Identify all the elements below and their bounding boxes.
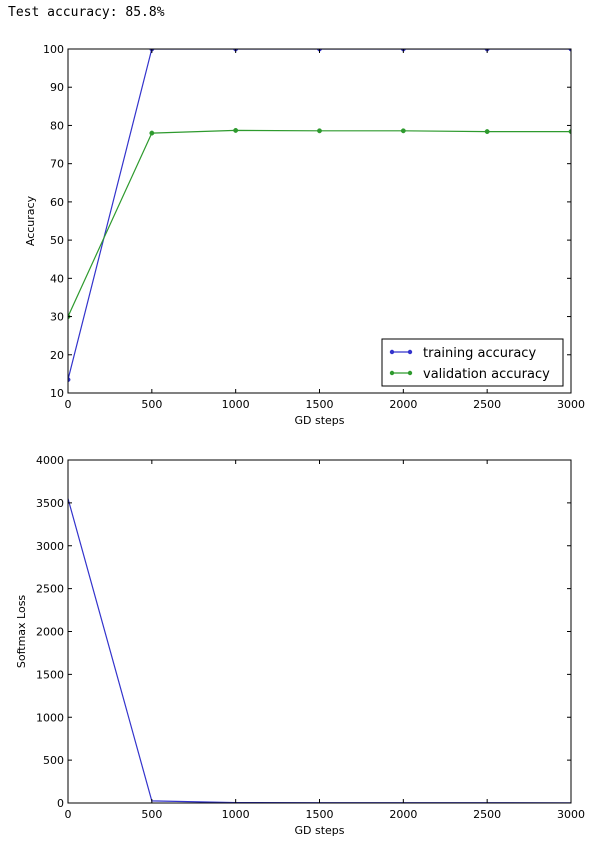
x-tick-label: 1500 [306,398,334,411]
x-tick-label: 3000 [557,398,585,411]
y-tick-label: 3000 [36,540,64,553]
test-accuracy-output: Test accuracy: 85.8% [8,5,165,20]
legend-entry-label: training accuracy [423,346,536,361]
x-tick-label: 1000 [222,398,250,411]
legend-swatch-marker [389,349,395,355]
loss-chart: 0 500 1000 1500 2000 2500 3000 0 500 1000 1500 2000… [15,454,585,837]
series-line-0 [68,49,571,380]
y-tick-label: 70 [50,158,64,171]
y-tick-label: 20 [50,349,64,362]
y-tick-label: 1500 [36,668,64,681]
y-tick-label: 40 [50,272,64,285]
data-point-1-3 [317,128,322,134]
x-tick-label: 2500 [473,398,501,411]
y-tick-label: 0 [57,797,64,810]
accuracy-chart: 0 500 1000 1500 2000 2500 3000 10 20 30 40 50 60 70 80… [24,43,585,427]
y-axis-label: Softmax Loss [15,595,28,669]
y-tick-label: 2000 [36,626,64,639]
y-tick-label: 4000 [36,454,64,467]
y-tick-label: 10 [50,387,64,400]
legend-swatch-marker [389,370,395,376]
y-axis-label: Accuracy [24,195,37,246]
legend-swatch-marker [407,370,413,376]
x-axis-label: GD steps [294,824,344,837]
x-tick-label: 0 [65,808,72,821]
x-axis-label: GD steps [294,414,344,427]
y-tick-label: 3500 [36,497,64,510]
x-tick-label: 500 [141,808,162,821]
y-tick-label: 500 [43,754,64,767]
x-tick-label: 0 [65,398,72,411]
y-tick-label: 1000 [36,711,64,724]
x-tick-label: 3000 [557,808,585,821]
data-point-1-5 [484,129,490,135]
y-tick-label: 80 [50,119,64,132]
data-point-1-1 [149,130,155,136]
plot-frame [67,459,572,804]
y-tick-label: 90 [50,81,64,94]
data-point-1-2 [233,127,239,133]
x-tick-label: 2000 [389,398,417,411]
x-tick-label: 2500 [473,808,501,821]
y-tick-label: 100 [43,43,64,56]
series-line-1 [68,129,571,317]
series-line-0 [68,498,571,803]
y-tick-label: 2500 [36,583,64,596]
legend-box [381,338,564,387]
legend-swatch-marker [407,349,413,355]
y-tick-label: 60 [50,196,64,209]
chart-legend: training accuracy validation accuracy [381,338,564,387]
x-tick-label: 2000 [389,808,417,821]
y-tick-label: 30 [50,311,64,324]
series-0 [68,49,571,383]
series-0 [68,498,571,803]
y-tick-label: 50 [50,234,64,247]
x-tick-label: 500 [141,398,162,411]
x-tick-label: 1000 [222,808,250,821]
legend-entry-label: validation accuracy [423,367,550,382]
data-point-1-4 [400,128,406,134]
series-1 [68,127,571,320]
x-tick-label: 1500 [306,808,334,821]
